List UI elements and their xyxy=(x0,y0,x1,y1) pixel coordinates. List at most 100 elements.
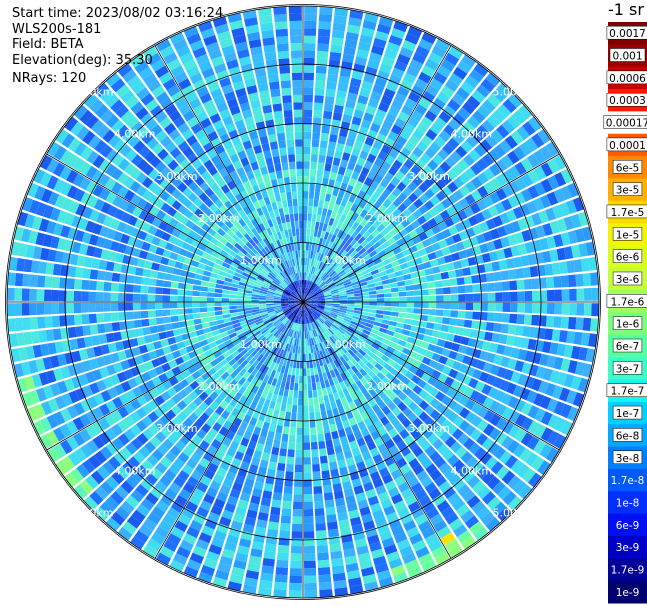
heatmap-cell xyxy=(309,176,316,185)
heatmap-cell xyxy=(443,254,453,264)
heatmap-cell xyxy=(324,306,332,310)
heatmap-cell xyxy=(469,69,484,83)
heatmap-cell xyxy=(369,146,380,157)
heatmap-cell xyxy=(412,176,423,187)
heatmap-cell xyxy=(495,173,508,187)
heatmap-cell xyxy=(335,256,343,264)
heatmap-cell xyxy=(476,233,486,245)
heatmap-cell xyxy=(526,200,538,214)
heatmap-cell xyxy=(316,252,322,261)
heatmap-cell xyxy=(310,250,314,259)
heatmap-cell xyxy=(408,229,419,239)
heatmap-cell xyxy=(325,257,331,265)
heatmap-cell xyxy=(432,97,446,110)
heatmap-cell xyxy=(303,294,305,302)
heatmap-cell xyxy=(408,152,419,164)
heatmap-cell xyxy=(317,299,326,302)
heatmap-cell xyxy=(387,237,396,246)
heatmap-cell xyxy=(453,66,468,80)
heatmap-cell xyxy=(332,294,340,298)
heatmap-cell xyxy=(347,296,355,300)
heatmap-cell xyxy=(363,272,372,278)
heatmap-cell xyxy=(308,198,314,207)
heatmap-cell xyxy=(318,237,324,246)
heatmap-cell xyxy=(331,290,339,295)
heatmap-cell xyxy=(351,230,359,239)
heatmap-cell xyxy=(477,104,491,119)
heatmap-cell xyxy=(354,293,362,297)
heatmap-cell xyxy=(556,218,568,232)
heatmap-cell xyxy=(359,281,368,287)
heatmap-cell xyxy=(527,153,540,168)
heatmap-cell xyxy=(343,106,354,116)
heatmap-cell xyxy=(438,130,451,142)
heatmap-cell xyxy=(428,302,437,309)
heatmap-cell xyxy=(335,212,342,221)
heatmap-cell xyxy=(325,300,333,302)
colorbar-label: 1e-9 xyxy=(616,587,640,599)
heatmap-cell xyxy=(451,252,461,262)
heatmap-cell xyxy=(303,265,305,273)
heatmap-cell xyxy=(546,191,559,206)
heatmap-cell xyxy=(406,307,414,314)
heatmap-cell xyxy=(339,271,347,278)
heatmap-cell xyxy=(308,206,313,214)
heatmap-cell xyxy=(422,335,432,343)
heatmap-cell xyxy=(487,282,496,292)
heatmap-cell xyxy=(521,188,533,202)
heatmap-cell xyxy=(347,227,355,236)
heatmap-cell xyxy=(396,135,408,147)
heatmap-cell xyxy=(333,236,340,245)
heatmap-cell xyxy=(303,220,307,229)
heatmap-cell xyxy=(466,95,481,109)
heatmap-cell xyxy=(462,328,471,337)
heatmap-cell xyxy=(332,219,339,228)
heatmap-cell xyxy=(412,128,425,140)
heatmap-cell xyxy=(429,171,440,183)
heatmap-cell xyxy=(413,296,422,302)
heatmap-cell xyxy=(346,92,358,102)
heatmap-cell xyxy=(508,165,521,180)
heatmap-cell xyxy=(573,259,583,273)
heatmap-cell xyxy=(396,53,411,65)
heatmap-cell xyxy=(323,103,334,112)
heatmap-cell xyxy=(361,295,370,299)
heatmap-cell xyxy=(336,229,344,238)
heatmap-cell xyxy=(331,292,340,296)
heatmap-cell xyxy=(319,140,328,149)
heatmap-cell xyxy=(339,214,347,223)
heatmap-cell xyxy=(365,257,374,265)
heatmap-cell xyxy=(308,258,313,266)
heatmap-cell xyxy=(392,197,402,208)
heatmap-cell xyxy=(403,158,415,170)
heatmap-cell xyxy=(357,275,366,281)
colorbar-label: 1e-5 xyxy=(616,229,640,241)
heatmap-cell xyxy=(547,175,560,190)
heatmap-cell xyxy=(369,305,377,310)
heatmap-cell xyxy=(450,310,459,318)
heatmap-cell xyxy=(422,261,432,269)
heatmap-cell xyxy=(450,150,462,163)
heatmap-cell xyxy=(513,256,523,268)
heatmap-cell xyxy=(465,311,473,320)
heatmap-cell xyxy=(332,298,340,301)
heatmap-cell xyxy=(391,99,403,111)
heatmap-cell xyxy=(319,253,324,262)
colorbar-label: 3e-9 xyxy=(616,542,640,554)
heatmap-cell xyxy=(452,132,465,145)
heatmap-cell xyxy=(397,86,410,98)
heatmap-cell xyxy=(563,246,574,260)
heatmap-cell xyxy=(503,247,513,259)
heatmap-cell xyxy=(448,46,464,60)
heatmap-cell xyxy=(383,310,392,316)
heatmap-cell xyxy=(374,157,384,168)
heatmap-cell xyxy=(559,330,568,343)
heatmap-cell xyxy=(310,258,315,267)
heatmap-cell xyxy=(358,247,367,256)
heatmap-cell xyxy=(306,265,309,273)
heatmap-cell xyxy=(408,134,420,146)
heatmap-cell xyxy=(413,290,422,296)
heatmap-cell xyxy=(340,231,348,240)
heatmap-cell xyxy=(317,36,330,45)
